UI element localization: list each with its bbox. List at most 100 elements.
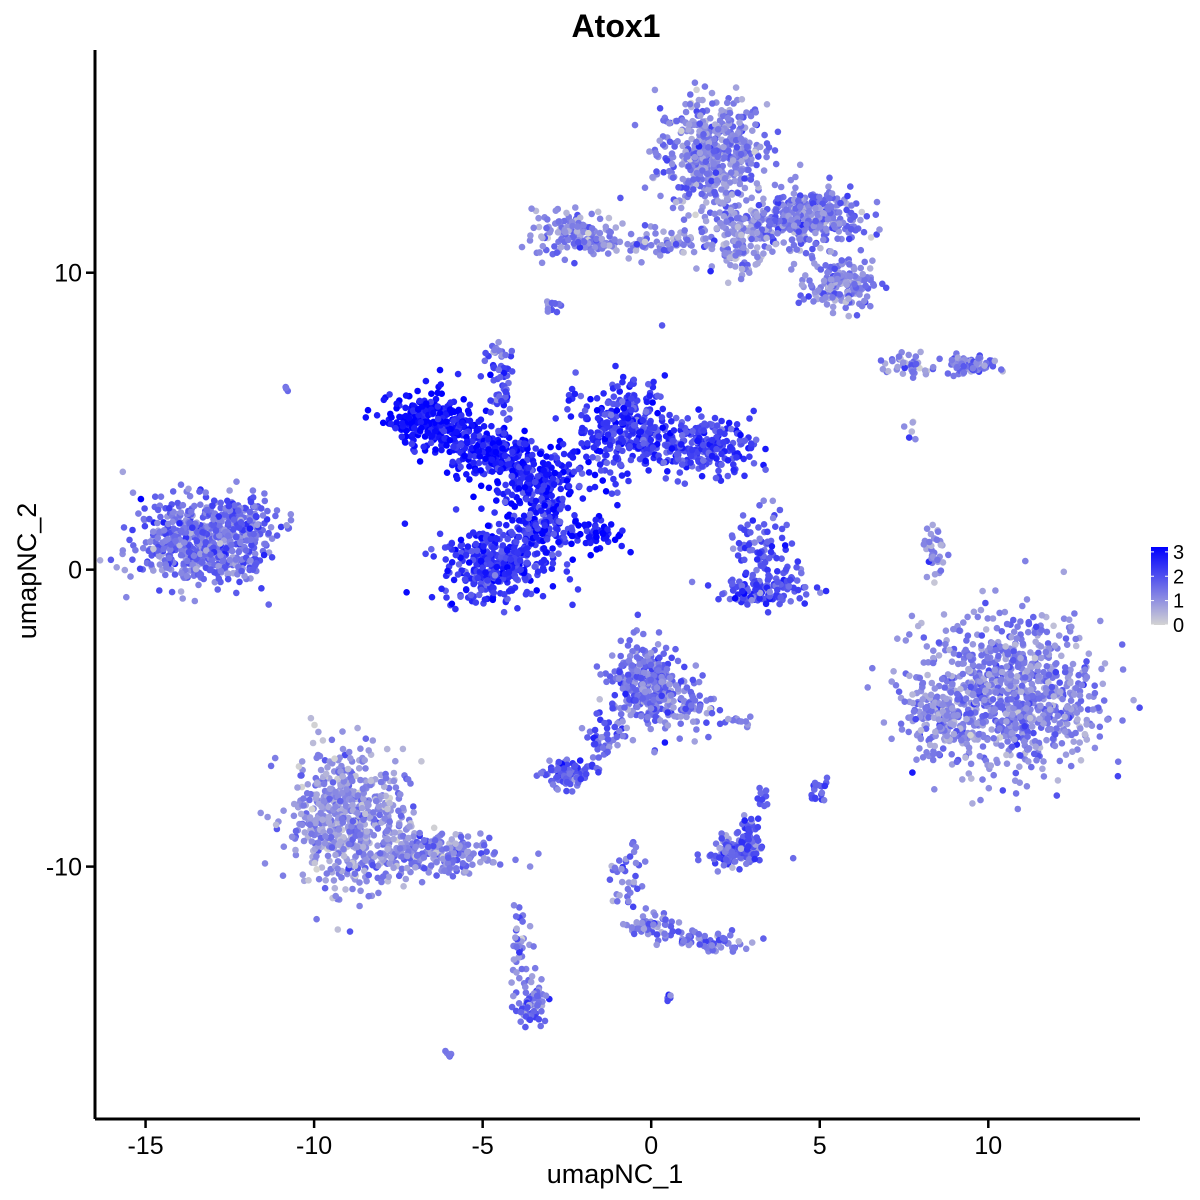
cell-point bbox=[387, 420, 395, 428]
cell-point bbox=[777, 594, 784, 601]
cell-point bbox=[726, 109, 734, 117]
cell-point bbox=[563, 244, 571, 251]
cell-point bbox=[790, 260, 798, 268]
cell-point bbox=[441, 435, 448, 442]
cell-point bbox=[461, 452, 468, 460]
cell-point bbox=[422, 377, 430, 385]
cell-point bbox=[735, 249, 742, 256]
cell-point bbox=[624, 470, 631, 478]
cell-point bbox=[176, 520, 183, 527]
cell-point bbox=[324, 852, 332, 860]
cell-point bbox=[753, 161, 760, 169]
cell-point bbox=[724, 114, 732, 122]
cell-point bbox=[534, 473, 542, 480]
cell-point bbox=[834, 235, 841, 242]
cell-point bbox=[718, 186, 725, 193]
cell-point bbox=[643, 451, 650, 458]
cell-point bbox=[716, 117, 724, 124]
cell-point bbox=[835, 209, 843, 216]
cell-point bbox=[612, 224, 620, 231]
cell-point bbox=[600, 241, 608, 249]
cell-point bbox=[224, 532, 232, 539]
cell-point bbox=[357, 887, 364, 895]
cell-point bbox=[699, 167, 706, 174]
cell-point bbox=[362, 735, 370, 742]
cell-point bbox=[724, 457, 732, 464]
cell-point bbox=[724, 472, 732, 480]
cell-point bbox=[642, 457, 649, 465]
cell-point bbox=[693, 102, 701, 109]
cell-point bbox=[801, 227, 808, 234]
cell-point bbox=[733, 215, 741, 222]
cell-point bbox=[570, 448, 578, 455]
cell-point bbox=[454, 571, 462, 578]
cell-point bbox=[503, 416, 511, 424]
cell-point bbox=[410, 402, 418, 410]
cell-point bbox=[745, 166, 752, 174]
cell-point bbox=[331, 884, 339, 892]
cell-point bbox=[692, 211, 699, 219]
cell-point bbox=[418, 878, 426, 886]
cell-point bbox=[597, 448, 604, 455]
cell-point bbox=[856, 291, 863, 298]
cell-point bbox=[571, 259, 578, 267]
cell-point bbox=[428, 390, 435, 398]
cell-point bbox=[723, 195, 731, 203]
cell-point bbox=[659, 405, 667, 413]
cell-point bbox=[247, 536, 255, 544]
cell-point bbox=[737, 150, 745, 158]
cell-point bbox=[687, 91, 694, 98]
cell-point bbox=[489, 596, 497, 604]
cell-point bbox=[723, 99, 731, 107]
cell-point bbox=[561, 217, 568, 225]
cell-point bbox=[564, 504, 572, 512]
cell-point bbox=[273, 532, 281, 539]
cell-point bbox=[614, 383, 621, 390]
cell-point bbox=[487, 371, 494, 379]
cell-point bbox=[639, 417, 647, 424]
cell-point bbox=[668, 160, 676, 168]
cell-point bbox=[740, 244, 747, 252]
cell-point bbox=[434, 403, 442, 410]
cell-point bbox=[303, 790, 311, 797]
cell-point bbox=[786, 576, 794, 584]
cell-point bbox=[869, 257, 876, 265]
cell-point bbox=[543, 536, 551, 543]
cell-point bbox=[571, 390, 579, 398]
cell-point bbox=[171, 571, 179, 578]
cell-point bbox=[370, 832, 378, 839]
cell-point bbox=[544, 216, 551, 223]
cell-point bbox=[822, 225, 830, 233]
cell-point bbox=[230, 516, 238, 523]
cell-point bbox=[617, 194, 624, 202]
cell-point bbox=[313, 852, 320, 860]
cell-point bbox=[769, 497, 777, 505]
cell-point bbox=[96, 557, 104, 564]
cell-point bbox=[531, 478, 539, 486]
cell-point bbox=[612, 454, 620, 461]
cell-point bbox=[126, 536, 133, 544]
cell-point bbox=[226, 556, 234, 564]
cell-point bbox=[516, 557, 524, 564]
cell-point bbox=[691, 153, 699, 161]
cell-point bbox=[450, 417, 457, 425]
cell-point bbox=[693, 138, 700, 146]
cell-point bbox=[587, 551, 594, 559]
cell-point bbox=[567, 413, 575, 420]
cell-point bbox=[584, 440, 591, 447]
cell-point bbox=[359, 785, 367, 793]
cell-point bbox=[674, 478, 682, 485]
cell-point bbox=[796, 595, 803, 602]
cell-point bbox=[751, 148, 759, 156]
cell-point bbox=[452, 506, 460, 513]
cell-point bbox=[757, 143, 764, 151]
cell-point bbox=[638, 259, 645, 266]
cell-point bbox=[504, 535, 512, 543]
cell-point bbox=[755, 201, 763, 209]
cell-point bbox=[585, 229, 592, 237]
cell-point bbox=[526, 237, 534, 244]
cell-point bbox=[553, 249, 561, 256]
cell-point bbox=[374, 842, 381, 849]
cell-point bbox=[511, 503, 518, 510]
cell-point bbox=[452, 605, 459, 613]
